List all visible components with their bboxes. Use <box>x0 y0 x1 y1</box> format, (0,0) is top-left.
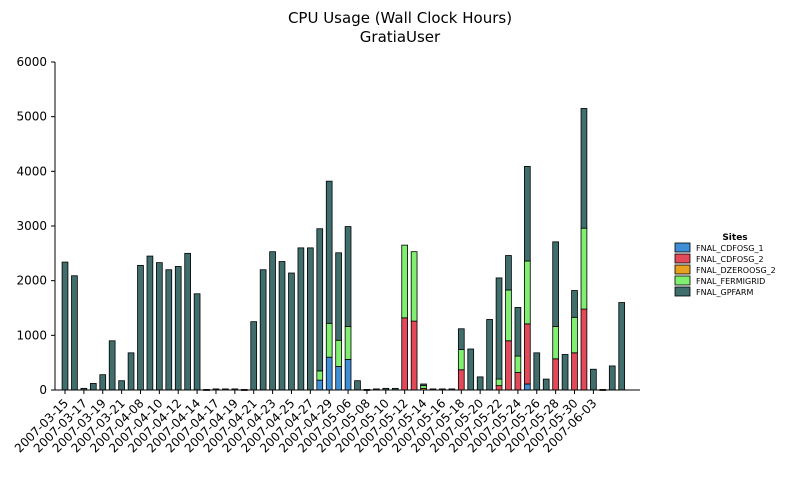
bar-segment <box>401 317 408 391</box>
bar-segment <box>524 323 531 385</box>
bar-segment <box>505 255 512 291</box>
bar-segment <box>99 374 107 391</box>
bar-segment <box>127 352 135 391</box>
chart-subtitle: GratiaUser <box>360 28 441 46</box>
bar-segment <box>552 358 559 391</box>
bar-segment <box>410 320 418 391</box>
bar-segment <box>420 385 427 389</box>
bar-segment <box>259 269 267 391</box>
legend-swatch <box>674 275 691 286</box>
bar-segment <box>552 241 559 327</box>
bar-segment <box>137 264 144 391</box>
bar-segment <box>608 365 616 391</box>
bar-segment <box>108 340 116 391</box>
bar-segment <box>580 308 588 391</box>
bar-segment <box>297 247 305 391</box>
bar-segment <box>410 251 418 322</box>
bar-segment <box>514 355 522 373</box>
bar-segment <box>118 380 125 391</box>
bar-segment <box>524 383 531 391</box>
bar-segment <box>467 348 475 391</box>
bar-segment <box>165 269 173 391</box>
bar-segment <box>561 354 569 391</box>
y-tick-label: 1000 <box>16 328 47 342</box>
y-tick-label: 3000 <box>16 219 47 233</box>
bar-segment <box>344 326 352 360</box>
chart-title: CPU Usage (Wall Clock Hours) <box>288 9 512 27</box>
bar-segment <box>420 383 427 387</box>
bar-segment <box>571 290 578 318</box>
bar-segment <box>457 369 465 391</box>
legend-label: FNAL_FERMIGRID <box>696 277 765 286</box>
bar-segment <box>335 252 342 341</box>
bar-segment <box>288 272 295 391</box>
bar-segment <box>71 275 78 391</box>
bar-segment <box>250 321 258 391</box>
legend-swatch <box>674 286 691 297</box>
bar-segment <box>316 228 324 372</box>
bar-segment <box>505 289 512 342</box>
y-tick-label: 5000 <box>16 110 47 124</box>
bar-segment <box>571 352 578 391</box>
bar-segment <box>401 244 408 319</box>
y-tick-label: 2000 <box>16 274 47 288</box>
bar-segment <box>524 166 531 262</box>
bar-segment <box>335 366 342 391</box>
bar-segment <box>325 180 333 324</box>
bar-segment <box>495 378 503 387</box>
bar-segment <box>457 328 465 350</box>
bar-segment <box>457 349 465 371</box>
bar-segment <box>486 319 493 391</box>
bar-segment <box>344 226 352 327</box>
legend-title: Sites <box>722 233 747 243</box>
bar-segment <box>184 252 191 391</box>
bar-segment <box>618 302 626 391</box>
x-axis: 2007-03-152007-03-172007-03-192007-03-21… <box>12 389 640 455</box>
legend-swatch <box>674 253 691 264</box>
bar-segment <box>533 352 541 391</box>
legend-label: FNAL_CDFOSG_1 <box>696 244 764 253</box>
bar-segment <box>476 376 484 391</box>
bar-segment <box>325 322 333 358</box>
bar-segment <box>316 379 324 391</box>
bar-segment <box>89 383 97 391</box>
y-tick-label: 4000 <box>16 164 47 178</box>
bar-segment <box>514 307 522 357</box>
legend: Sites FNAL_CDFOSG_1 FNAL_CDFOSG_2 FNAL_DZE… <box>674 233 776 297</box>
bar-segment <box>174 266 182 391</box>
bar-segment <box>542 378 550 391</box>
legend-swatch <box>674 242 691 253</box>
bar-segment <box>571 316 578 354</box>
bar-segment <box>552 326 559 360</box>
bar-segment <box>278 261 286 391</box>
bar-segment <box>325 356 333 391</box>
bar-segment <box>514 372 522 391</box>
bar-segment <box>344 358 352 391</box>
bar-segment <box>61 261 69 391</box>
bar-segment <box>269 251 276 391</box>
bar-segment <box>505 340 512 391</box>
bar-segment <box>146 255 154 391</box>
bar-segment <box>316 370 324 381</box>
legend-label: FNAL_GPFARM <box>696 288 753 297</box>
bar-segment <box>524 260 531 325</box>
legend-label: FNAL_CDFOSG_2 <box>696 255 764 264</box>
bar-segment <box>354 380 361 391</box>
bar-segment <box>580 227 588 310</box>
bar-segment <box>306 247 314 391</box>
bar-segment <box>335 339 342 367</box>
legend-label: FNAL_DZEROOSG_2 <box>696 266 776 275</box>
y-axis: 0 1000 2000 3000 4000 5000 6000 <box>16 55 56 397</box>
bar-segment <box>156 262 163 391</box>
bar-segment <box>580 108 588 229</box>
bar-segment <box>495 385 503 391</box>
legend-swatch <box>674 264 691 275</box>
bars <box>61 108 626 391</box>
bar-segment <box>495 277 503 380</box>
y-tick-label: 0 <box>39 383 47 397</box>
y-tick-label: 6000 <box>16 55 47 69</box>
bar-segment <box>193 293 201 391</box>
bar-segment <box>590 368 597 391</box>
